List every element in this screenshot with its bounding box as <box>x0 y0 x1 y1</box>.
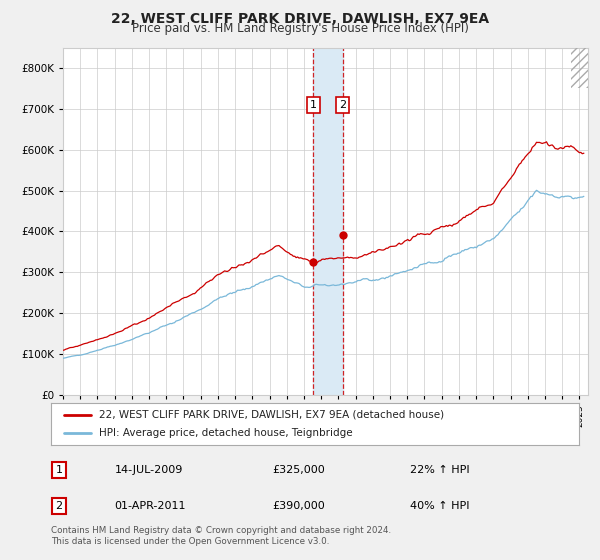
Text: 40% ↑ HPI: 40% ↑ HPI <box>410 501 470 511</box>
Text: £325,000: £325,000 <box>273 465 326 475</box>
Text: 01-APR-2011: 01-APR-2011 <box>115 501 186 511</box>
Text: Price paid vs. HM Land Registry's House Price Index (HPI): Price paid vs. HM Land Registry's House … <box>131 22 469 35</box>
Bar <box>571 48 588 88</box>
Text: 1: 1 <box>310 100 317 110</box>
Text: 2: 2 <box>339 100 346 110</box>
Text: HPI: Average price, detached house, Teignbridge: HPI: Average price, detached house, Teig… <box>98 428 352 438</box>
Text: 22, WEST CLIFF PARK DRIVE, DAWLISH, EX7 9EA: 22, WEST CLIFF PARK DRIVE, DAWLISH, EX7 … <box>111 12 489 26</box>
Text: Contains HM Land Registry data © Crown copyright and database right 2024.
This d: Contains HM Land Registry data © Crown c… <box>51 526 391 546</box>
Bar <box>313 48 343 395</box>
Text: 14-JUL-2009: 14-JUL-2009 <box>115 465 183 475</box>
Text: 1: 1 <box>55 465 62 475</box>
Text: 22% ↑ HPI: 22% ↑ HPI <box>410 465 470 475</box>
Text: 2: 2 <box>55 501 62 511</box>
Text: £390,000: £390,000 <box>273 501 326 511</box>
Text: 22, WEST CLIFF PARK DRIVE, DAWLISH, EX7 9EA (detached house): 22, WEST CLIFF PARK DRIVE, DAWLISH, EX7 … <box>98 410 443 420</box>
